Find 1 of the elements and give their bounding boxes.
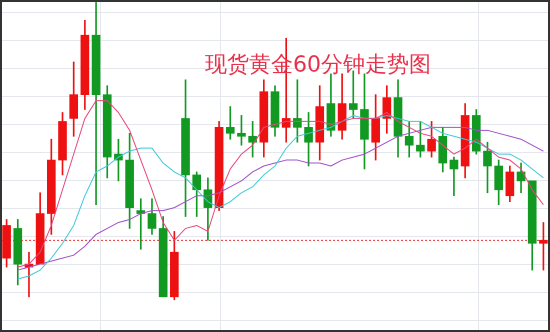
candlestick: [237, 115, 246, 146]
